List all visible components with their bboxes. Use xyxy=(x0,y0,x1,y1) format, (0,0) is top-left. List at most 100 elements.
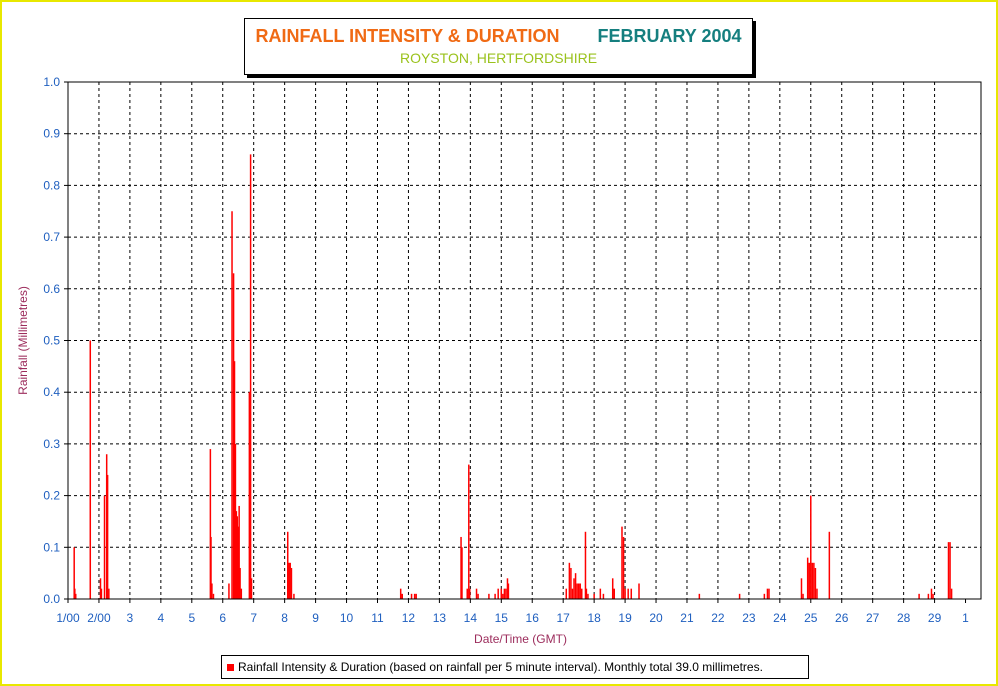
rain-bar xyxy=(234,443,237,599)
rain-bar xyxy=(106,474,109,599)
rain-bar xyxy=(466,588,468,599)
rain-bar xyxy=(808,562,810,599)
rain-bar xyxy=(599,588,602,599)
rain-bar xyxy=(413,593,416,599)
legend: Rainfall Intensity & Duration (based on … xyxy=(221,655,809,679)
rain-bar xyxy=(286,531,289,599)
rain-bar xyxy=(228,583,230,599)
rain-bar xyxy=(932,593,934,599)
rain-bar xyxy=(766,588,769,599)
x-tick-label: 12 xyxy=(402,611,416,625)
rain-bar xyxy=(74,593,77,599)
rain-bar xyxy=(630,588,633,599)
rain-bar xyxy=(505,588,507,599)
rain-bar xyxy=(611,578,614,599)
x-tick-label: 15 xyxy=(495,611,509,625)
rain-bar xyxy=(497,588,499,599)
plot-border xyxy=(67,81,982,600)
rain-bar xyxy=(565,588,568,599)
y-tick-label: 0.4 xyxy=(43,385,60,399)
x-tick-label: 3 xyxy=(127,611,134,625)
rain-bar xyxy=(930,588,933,599)
rain-bar xyxy=(74,588,76,599)
chart-month: FEBRUARY 2004 xyxy=(597,26,742,46)
x-tick-label: 13 xyxy=(433,611,447,625)
rain-bar xyxy=(573,578,575,599)
rain-bar xyxy=(240,588,243,599)
x-tick-label: 26 xyxy=(835,611,849,625)
rain-bar xyxy=(232,273,235,599)
y-tick-label: 0.9 xyxy=(43,127,60,141)
rain-bar xyxy=(248,392,251,599)
rain-bar xyxy=(410,593,413,599)
x-tick-label: 20 xyxy=(649,611,663,625)
rain-bar xyxy=(507,583,510,599)
rain-bar xyxy=(602,593,605,599)
rain-bar xyxy=(209,449,212,599)
rain-bar xyxy=(593,593,595,599)
rain-bar xyxy=(768,588,770,599)
y-tick-label: 0.2 xyxy=(43,489,60,503)
x-tick-label: 29 xyxy=(928,611,942,625)
x-tick-label: 27 xyxy=(866,611,880,625)
rain-bar xyxy=(105,454,108,599)
y-tick-label: 0.0 xyxy=(43,592,60,606)
x-axis-title: Date/Time (GMT) xyxy=(474,632,567,646)
rain-bar xyxy=(568,562,571,599)
rain-bar xyxy=(627,588,629,599)
y-tick-label: 0.6 xyxy=(43,282,60,296)
rain-bar xyxy=(622,536,625,599)
rain-bar xyxy=(579,583,581,599)
rain-bar xyxy=(233,361,236,599)
rain-bar xyxy=(577,583,580,599)
rain-bar xyxy=(401,593,403,599)
x-tick-label: 4 xyxy=(158,611,165,625)
rain-bar xyxy=(802,593,804,599)
x-tick-label: 8 xyxy=(281,611,288,625)
rain-bar xyxy=(571,588,574,599)
rain-bar xyxy=(211,583,213,599)
x-tick-label: 5 xyxy=(188,611,195,625)
y-tick-label: 0.1 xyxy=(43,540,60,554)
rain-bar xyxy=(237,526,239,599)
rain-bar xyxy=(816,588,818,599)
chart-title: RAINFALL INTENSITY & DURATION xyxy=(255,26,560,46)
rain-bar xyxy=(927,593,930,599)
rain-bar xyxy=(231,211,233,599)
x-tick-label: 23 xyxy=(742,611,756,625)
rain-bar xyxy=(212,593,215,599)
rain-bar xyxy=(503,588,506,599)
rain-bar xyxy=(613,588,615,599)
legend-swatch xyxy=(227,663,234,671)
rain-bar xyxy=(236,516,239,599)
rain-bar xyxy=(290,567,293,599)
rain-bar xyxy=(584,531,587,599)
rain-bar xyxy=(806,557,809,599)
x-tick-label: 16 xyxy=(526,611,540,625)
rain-bar xyxy=(502,593,504,599)
y-tick-label: 0.5 xyxy=(43,334,60,348)
x-tick-label: 14 xyxy=(464,611,478,625)
rain-bar xyxy=(475,588,478,599)
y-tick-label: 1.0 xyxy=(43,75,60,89)
x-tick-label: 18 xyxy=(587,611,601,625)
rain-bar xyxy=(103,495,106,599)
y-tick-label: 0.8 xyxy=(43,178,60,192)
legend-label: Rainfall Intensity & Duration (based on … xyxy=(238,660,763,674)
rain-bar xyxy=(950,588,953,599)
rain-bar xyxy=(828,531,831,599)
rain-bar xyxy=(288,562,290,599)
rain-bar xyxy=(399,588,402,599)
rain-bar xyxy=(810,495,812,599)
rain-bar xyxy=(638,583,640,599)
x-tick-label: 1 xyxy=(962,611,969,625)
rain-bar xyxy=(235,511,238,599)
rain-bar xyxy=(239,567,241,599)
rain-bar xyxy=(949,542,951,599)
x-tick-label: 11 xyxy=(371,611,384,625)
y-axis-title: Rainfall (Millimetres) xyxy=(16,286,30,395)
x-tick-label: 19 xyxy=(618,611,632,625)
rain-bar xyxy=(494,593,496,599)
x-tick-label: 21 xyxy=(680,611,694,625)
